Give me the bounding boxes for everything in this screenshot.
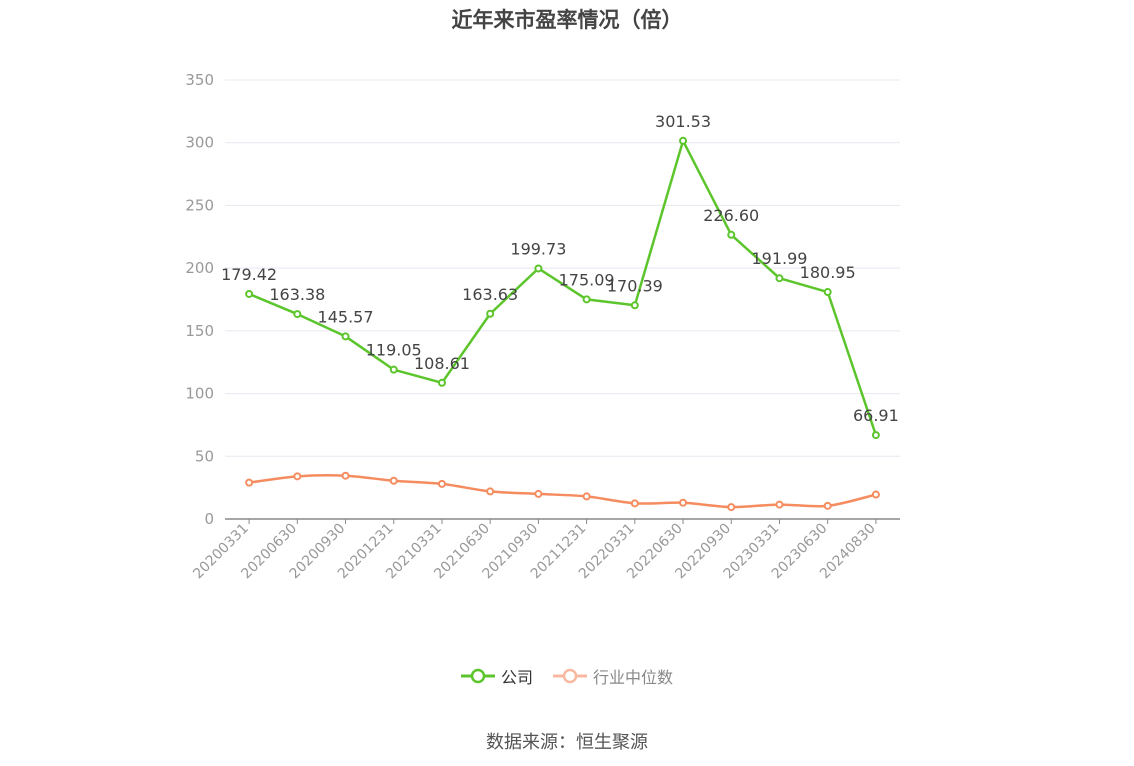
y-tick-label: 100 <box>185 385 214 403</box>
data-point-company <box>437 378 446 387</box>
y-tick-label: 200 <box>185 259 214 277</box>
source-note: 数据来源：恒生聚源 <box>486 732 648 753</box>
legend-item-company[interactable]: 公司 <box>460 664 533 688</box>
data-point-industry <box>389 476 398 485</box>
data-label-company: 226.60 <box>703 206 759 225</box>
data-point-company <box>582 295 591 304</box>
data-label-company: 301.53 <box>655 112 711 131</box>
data-point-company <box>534 264 543 273</box>
legend-industry-marker <box>553 668 587 684</box>
series-line-company <box>248 139 878 436</box>
legend-company-marker <box>460 668 495 684</box>
data-label-company: 145.57 <box>318 307 374 326</box>
legend-item-industry[interactable]: 行业中位数 <box>553 664 673 688</box>
data-point-industry <box>245 478 254 487</box>
data-label-company: 108.61 <box>414 354 470 373</box>
data-point-industry <box>293 472 302 481</box>
grid-lines <box>225 79 900 457</box>
legend-label-company: 公司 <box>500 668 533 687</box>
data-label-company: 191.99 <box>751 249 807 268</box>
data-point-industry <box>823 501 832 510</box>
data-point-industry <box>486 487 495 496</box>
legend-label-industry: 行业中位数 <box>593 668 674 687</box>
data-point-company <box>245 289 254 298</box>
data-label-company: 179.42 <box>221 265 277 284</box>
data-label-company: 175.09 <box>559 270 615 289</box>
y-tick-label: 250 <box>185 196 214 214</box>
data-label-company: 180.95 <box>800 263 856 282</box>
data-point-industry <box>871 490 880 499</box>
legend: 公司 行业中位数 <box>0 664 1134 688</box>
y-tick-label: 0 <box>204 510 214 528</box>
data-point-industry <box>775 500 784 509</box>
data-point-company <box>293 310 302 319</box>
y-tick-label: 300 <box>185 134 214 152</box>
data-label-company: 170.39 <box>607 276 663 295</box>
chart-title: 近年来市盈率情况（倍） <box>451 8 683 32</box>
data-label-company: 119.05 <box>366 341 422 360</box>
data-point-company <box>775 274 784 283</box>
data-point-industry <box>534 489 543 498</box>
data-point-company <box>823 288 832 297</box>
series-lines <box>245 136 880 512</box>
data-point-company <box>871 431 880 440</box>
data-label-company: 199.73 <box>510 239 566 258</box>
y-tick-label: 50 <box>195 447 214 465</box>
data-point-company <box>727 230 736 239</box>
data-point-company <box>389 365 398 374</box>
data-point-industry <box>341 471 350 480</box>
data-point-company <box>341 332 350 341</box>
data-label-company: 163.63 <box>462 285 518 304</box>
data-point-company <box>679 136 688 145</box>
data-point-industry <box>679 498 688 507</box>
y-tick-label: 350 <box>185 71 214 89</box>
data-point-company <box>486 309 495 318</box>
data-point-industry <box>630 499 639 508</box>
data-label-company: 163.38 <box>269 285 325 304</box>
data-label-company: 66.91 <box>853 406 899 425</box>
data-point-industry <box>437 479 446 488</box>
data-point-company <box>630 301 639 310</box>
data-point-industry <box>727 503 736 512</box>
data-point-industry <box>582 492 591 501</box>
y-tick-label: 150 <box>185 322 214 340</box>
